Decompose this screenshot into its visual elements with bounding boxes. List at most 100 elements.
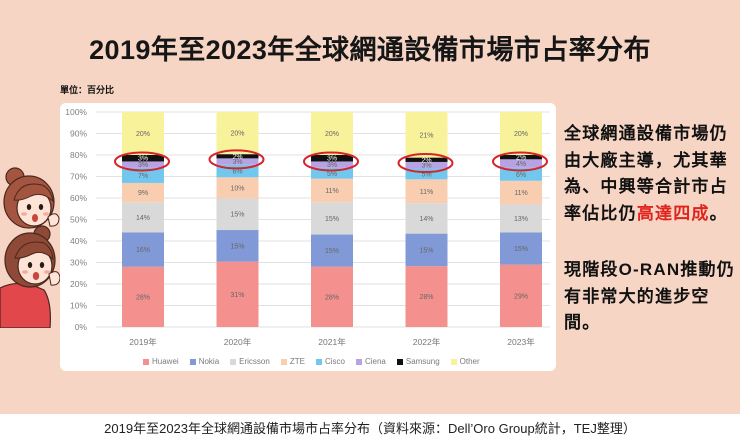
bar-segment-ciena [500, 159, 542, 168]
bar-segment-ericsson [500, 204, 542, 233]
legend-swatch [230, 359, 237, 365]
callout-text: 。 [709, 203, 728, 223]
bar-value-label: 3% [327, 156, 337, 163]
x-tick-label: 2021年 [318, 337, 346, 347]
bar-value-label: 21% [419, 132, 433, 139]
bar-value-label: 2% [516, 155, 526, 162]
legend-label: Cisco [324, 357, 345, 366]
bar-segment-cisco [405, 168, 448, 180]
legend-label: Huawei [152, 357, 179, 366]
bar-segment-zte [405, 179, 448, 204]
bar-value-label: 6% [232, 169, 242, 176]
legend-label: Ciena [364, 357, 386, 366]
cartoon-women-illustration [0, 167, 61, 328]
bar-value-label: 20% [514, 131, 528, 138]
bar-value-label: 11% [420, 189, 434, 196]
x-tick-label: 2023年 [507, 337, 535, 347]
bar-segment-zte [311, 178, 353, 203]
bar-value-label: 29% [514, 293, 528, 300]
callout-line: 為、中興等合計市占 [564, 177, 728, 196]
bar-value-label: 5% [327, 171, 337, 178]
bar-value-label: 7% [138, 173, 148, 180]
x-tick-label: 2019年 [129, 337, 157, 347]
highlight-circle [492, 151, 548, 172]
y-tick-label: 20% [70, 279, 87, 289]
y-tick-label: 70% [70, 172, 87, 182]
bar-value-label: 3% [138, 162, 148, 169]
bar-value-label: 28% [325, 294, 339, 301]
bar-segment-huawei [216, 261, 259, 327]
legend-swatch [143, 359, 149, 365]
bar-value-label: 2% [232, 154, 242, 161]
bar-segment-ericsson [311, 202, 353, 235]
bar-segment-cisco [311, 167, 353, 179]
bar-segment-ericsson [405, 203, 448, 234]
bar-value-label: 15% [325, 248, 339, 255]
y-tick-label: 30% [70, 258, 87, 268]
bar-segment-huawei [311, 266, 353, 327]
bar-value-label: 11% [325, 188, 339, 195]
callout-paragraph-2: 現階段O-RAN推動仍 有非常大的進步空 間。 [564, 257, 735, 337]
bar-value-label: 28% [419, 294, 433, 301]
bar-segment-nokia [500, 232, 542, 265]
legend-item-other: Other [450, 357, 480, 367]
bar-segment-cisco [500, 167, 542, 181]
chart-legend: Huawei Nokia Ericsson ZTE Cisco Ciena Samsung O… [143, 357, 480, 367]
y-tick-label: 60% [70, 193, 87, 203]
bar-value-label: 11% [514, 190, 528, 197]
bar-segment-ciena [405, 161, 448, 169]
y-tick-label: 100% [65, 107, 87, 117]
page-title: 2019年至2023年全球網通設備市場市占率分布 [89, 35, 651, 65]
bar-segment-samsung [500, 155, 542, 160]
bar-segment-ciena [216, 158, 259, 165]
bar-segment-nokia [216, 230, 259, 262]
stacked-bar-chart: 0% 10% 20% 30% 40% 50% 60% 70% 80% 90% 100% 28% 16% 1… [65, 107, 550, 347]
bar-value-label: 3% [421, 163, 431, 170]
legend-item-samsung: Samsung [396, 357, 440, 367]
legend-swatch [189, 359, 196, 365]
bar-value-label: 15% [325, 216, 339, 223]
cartoon-woman-lower [0, 225, 61, 328]
figure-caption: 2019年至2023年全球網通設備市場市占率分布（資料來源：Dell’Oro G… [104, 421, 636, 436]
bar-segment-other [122, 112, 164, 155]
legend-item-zte: ZTE [280, 357, 305, 367]
bar-segment-samsung [311, 155, 353, 162]
bar-value-label: 31% [230, 292, 244, 299]
bar-segment-zte [122, 182, 164, 203]
bar-segment-ciena [311, 161, 353, 168]
legend-label: Samsung [405, 357, 440, 366]
bar-value-label: 3% [232, 159, 242, 166]
highlight-circle [303, 151, 359, 172]
bar-value-label: 6% [516, 172, 526, 179]
legend-label: ZTE [289, 357, 305, 366]
bar-value-label: 3% [138, 156, 148, 163]
bar-segment-samsung [122, 155, 164, 162]
legend-item-huawei: Huawei [143, 357, 179, 367]
y-tick-label: 90% [70, 129, 87, 139]
bar-value-label: 16% [136, 247, 150, 254]
unit-label: 單位：百分比 [60, 85, 115, 95]
bar-segment-huawei [405, 266, 448, 327]
bar-segment-samsung [405, 157, 448, 162]
callout-highlight: 高達四成 [636, 203, 710, 223]
bar-segment-cisco [122, 167, 164, 183]
x-tick-label: 2020年 [224, 337, 252, 347]
legend-swatch [450, 359, 457, 365]
y-tick-label: 50% [70, 215, 87, 225]
bar-segment-nokia [405, 233, 448, 267]
legend-label: Nokia [198, 357, 220, 366]
bar-value-label: 5% [421, 171, 431, 178]
callout-line: 率佔比仍高達四成。 [564, 201, 728, 228]
highlight-circle [208, 149, 265, 170]
legend-swatch [396, 359, 403, 365]
cartoon-woman-upper [3, 167, 60, 229]
callout-line: 現階段O-RAN推動仍 [564, 260, 735, 279]
legend-item-cisco: Cisco [315, 357, 345, 367]
bar-segment-other [311, 112, 353, 155]
bar-value-label: 4% [516, 161, 526, 168]
legend-swatch [280, 359, 287, 365]
highlight-circle [397, 153, 454, 174]
bar-value-label: 20% [325, 131, 339, 138]
bar-segment-zte [500, 180, 542, 205]
bar-segment-nokia [122, 232, 164, 267]
